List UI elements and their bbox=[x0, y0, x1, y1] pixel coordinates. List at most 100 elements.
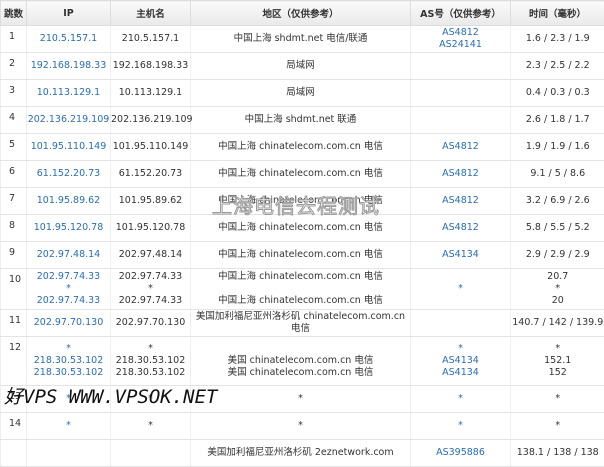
ip-cell: 101.95.110.149 bbox=[27, 134, 111, 161]
ip-text[interactable]: 101.95.120.78 bbox=[27, 222, 110, 234]
ip-text: * bbox=[27, 420, 110, 432]
time-cell: 140.7 / 142 / 139.9 bbox=[511, 310, 604, 337]
region-text: 美国 chinatelecom.com.cn 电信 bbox=[191, 355, 410, 367]
ip-text: * bbox=[27, 283, 110, 295]
ip-cell: 192.168.198.33 bbox=[27, 53, 111, 80]
ip-text[interactable]: 218.30.53.102 bbox=[27, 355, 110, 367]
region-cell: 局域网 bbox=[191, 80, 411, 107]
region-cell: 美国加利福尼亚州洛杉矶 chinatelecom.com.cn 电信 bbox=[191, 310, 411, 337]
time-cell: 1.9 / 1.9 / 1.6 bbox=[511, 134, 604, 161]
ip-text[interactable]: 192.168.198.33 bbox=[27, 60, 110, 72]
watermark: 上海电信去程测试 bbox=[212, 190, 380, 219]
as-cell bbox=[411, 80, 511, 107]
time-cell: 9.1 / 5 / 8.6 bbox=[511, 161, 604, 188]
hop-cell: 11 bbox=[1, 310, 27, 337]
as-cell: * bbox=[411, 413, 511, 440]
ip-text[interactable]: 202.97.74.33 bbox=[27, 295, 110, 307]
time-text: * bbox=[511, 393, 604, 405]
host-cell: 101.95.89.62 bbox=[111, 188, 191, 215]
host-text: 101.95.110.149 bbox=[111, 141, 190, 153]
host-text: 202.97.74.33 bbox=[111, 271, 190, 283]
ip-text[interactable]: 101.95.110.149 bbox=[27, 141, 110, 153]
region-cell: 中国上海 chinatelecom.com.cn 电信 bbox=[191, 161, 411, 188]
time-text: * bbox=[511, 420, 604, 432]
region-cell: 美国加利福尼亚州洛杉矶 2eznetwork.com bbox=[191, 440, 411, 467]
ip-text[interactable]: 101.95.89.62 bbox=[27, 195, 110, 207]
ip-text[interactable]: 202.97.74.33 bbox=[27, 271, 110, 283]
ip-text[interactable]: 210.5.157.1 bbox=[27, 33, 110, 45]
hop-cell: 4 bbox=[1, 107, 27, 134]
as-text[interactable]: AS4812 bbox=[411, 195, 510, 207]
as-text[interactable]: AS395886 bbox=[411, 447, 510, 459]
ip-text[interactable]: 202.136.219.109 bbox=[27, 114, 110, 126]
hop-cell: 8 bbox=[1, 215, 27, 242]
time-text: 152 bbox=[511, 367, 604, 379]
host-cell: 61.152.20.73 bbox=[111, 161, 191, 188]
column-header: IP bbox=[27, 1, 111, 26]
as-text[interactable]: AS4812 bbox=[411, 222, 510, 234]
as-text[interactable]: AS4134 bbox=[411, 355, 510, 367]
hop-number: 7 bbox=[9, 193, 26, 205]
hop-number: 3 bbox=[9, 85, 26, 97]
host-cell: 101.95.110.149 bbox=[111, 134, 191, 161]
time-text: 20.7 bbox=[511, 271, 604, 283]
hop-number: 6 bbox=[9, 166, 26, 178]
ip-text[interactable]: 218.30.53.102 bbox=[27, 367, 110, 379]
ip-text[interactable]: 202.97.48.14 bbox=[27, 249, 110, 261]
host-cell: 202.97.74.33*202.97.74.33 bbox=[111, 269, 191, 310]
ip-cell: 10.113.129.1 bbox=[27, 80, 111, 107]
hop-cell: 6 bbox=[1, 161, 27, 188]
region-cell: * bbox=[191, 386, 411, 413]
ip-cell: * bbox=[27, 413, 111, 440]
host-cell: 202.97.70.130 bbox=[111, 310, 191, 337]
ip-text[interactable]: 61.152.20.73 bbox=[27, 168, 110, 180]
region-text: 局域网 bbox=[191, 87, 410, 99]
ip-text[interactable]: 10.113.129.1 bbox=[27, 87, 110, 99]
as-text[interactable]: AS4134 bbox=[411, 249, 510, 261]
region-cell: 局域网 bbox=[191, 53, 411, 80]
ip-text: * bbox=[27, 343, 110, 355]
spacer bbox=[191, 343, 410, 355]
region-text: 中国上海 chinatelecom.com.cn 电信 bbox=[191, 168, 410, 180]
ip-text[interactable]: 202.97.70.130 bbox=[27, 317, 110, 329]
region-cell: 中国上海 shdmt.net 电信/联通 bbox=[191, 26, 411, 53]
hop-cell: 7 bbox=[1, 188, 27, 215]
time-text: 138.1 / 138 / 138 bbox=[511, 447, 604, 459]
hop-number: 5 bbox=[9, 139, 26, 151]
ip-cell: 202.136.219.109 bbox=[27, 107, 111, 134]
time-cell: 138.1 / 138 / 138 bbox=[511, 440, 604, 467]
time-text: 0.4 / 0.3 / 0.3 bbox=[511, 87, 604, 99]
hop-number: 1 bbox=[9, 31, 26, 43]
region-text: 中国上海 chinatelecom.com.cn 电信 bbox=[191, 222, 410, 234]
as-cell: AS4812 bbox=[411, 188, 511, 215]
time-cell: 2.6 / 1.8 / 1.7 bbox=[511, 107, 604, 134]
as-text: * bbox=[411, 343, 510, 355]
time-cell: 3.2 / 6.9 / 2.6 bbox=[511, 188, 604, 215]
as-text[interactable]: AS4812 bbox=[411, 168, 510, 180]
hop-cell: 5 bbox=[1, 134, 27, 161]
host-text: 202.97.48.14 bbox=[111, 249, 190, 261]
time-cell: 2.9 / 2.9 / 2.9 bbox=[511, 242, 604, 269]
host-cell: 210.5.157.1 bbox=[111, 26, 191, 53]
as-text[interactable]: AS4812 bbox=[411, 141, 510, 153]
host-text: 218.30.53.102 bbox=[111, 355, 190, 367]
column-header: 地区（仅供参考） bbox=[191, 1, 411, 26]
time-text: 9.1 / 5 / 8.6 bbox=[511, 168, 604, 180]
time-text: 1.9 / 1.9 / 1.6 bbox=[511, 141, 604, 153]
region-text: * bbox=[191, 420, 410, 432]
host-text: 218.30.53.102 bbox=[111, 367, 190, 379]
host-text: 101.95.120.78 bbox=[111, 222, 190, 234]
time-cell: 20.7*20 bbox=[511, 269, 604, 310]
as-text[interactable]: AS24141 bbox=[411, 39, 510, 51]
host-text: 61.152.20.73 bbox=[111, 168, 190, 180]
as-text[interactable]: AS4134 bbox=[411, 367, 510, 379]
spacer bbox=[191, 283, 410, 295]
as-text[interactable]: AS4812 bbox=[411, 27, 510, 39]
hop-cell: 2 bbox=[1, 53, 27, 80]
